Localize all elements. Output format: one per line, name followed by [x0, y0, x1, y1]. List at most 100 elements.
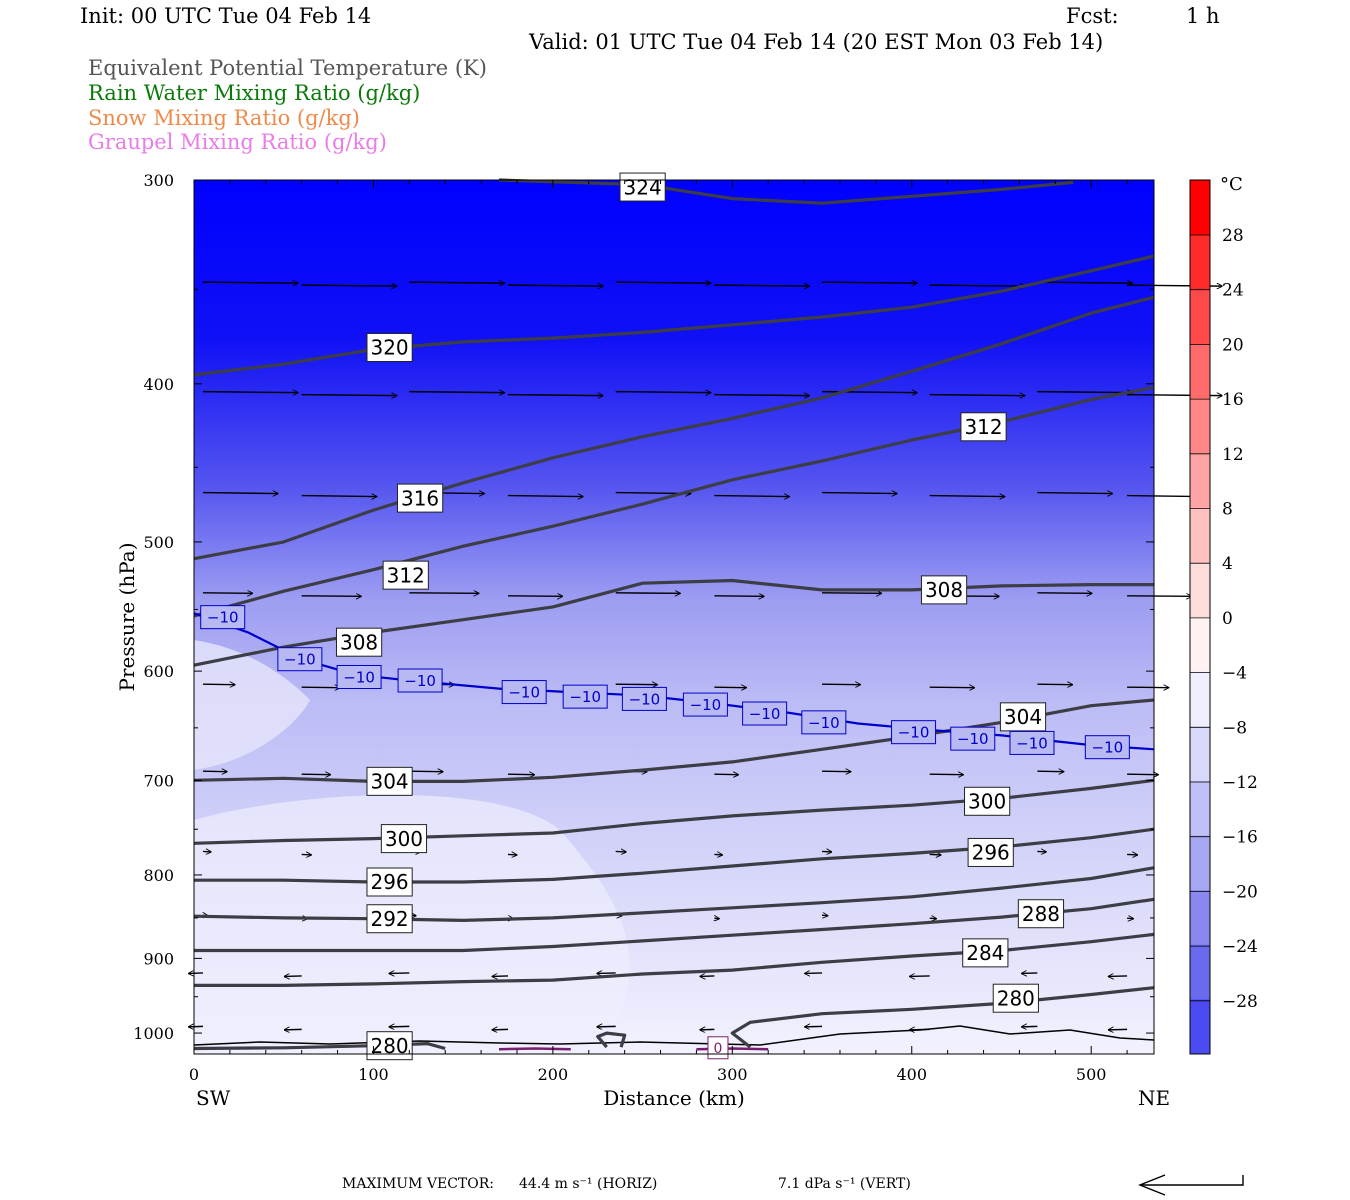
warm-pocket-shading — [194, 640, 310, 770]
wind-vector — [409, 282, 504, 283]
theta-e-label-284-text: 284 — [966, 941, 1004, 965]
x-tick-label: 100 — [358, 1065, 389, 1084]
theta-e-label-300-box — [380, 824, 428, 854]
wind-vector — [714, 285, 809, 286]
wind-vector — [929, 496, 1005, 497]
wind-vector — [929, 854, 941, 855]
wind-vector — [615, 593, 680, 594]
theta-e-label-308-text: 308 — [340, 630, 378, 654]
wind-vector — [700, 1029, 715, 1030]
colorbar-bin — [1190, 999, 1210, 1055]
theta-e-label-304-text: 304 — [370, 770, 408, 794]
theta-e-label-308-text: 308 — [925, 578, 963, 602]
wind-vector — [714, 596, 764, 597]
wind-vector — [409, 392, 504, 393]
wind-vector — [822, 771, 851, 772]
wind-vector — [615, 392, 711, 393]
wind-vector — [202, 282, 298, 283]
isotherm-label-box — [562, 684, 608, 709]
wind-vector — [714, 854, 722, 855]
wind-vector — [615, 851, 626, 852]
theta-e-label-304: 304 — [999, 702, 1047, 732]
colorbar-label: −20 — [1222, 882, 1258, 902]
wind-vector — [1127, 854, 1137, 855]
isotherm-label-box — [1084, 735, 1130, 760]
y-tick-label: 600 — [143, 662, 174, 681]
theta-e-contour-280 — [730, 986, 1155, 1049]
colorbar-bin — [1190, 562, 1210, 618]
isotherm-label-box — [950, 726, 996, 751]
wind-vector — [1022, 1026, 1038, 1027]
isotherm-label-box — [336, 664, 382, 689]
isotherm-label: −10 — [742, 701, 788, 726]
y-tick-label: 500 — [143, 533, 174, 552]
isotherm-label-text: −10 — [569, 688, 601, 706]
wind-vector — [508, 285, 603, 286]
y-tick-label: 1000 — [133, 1024, 174, 1043]
isotherm-label: −10 — [1084, 735, 1130, 760]
wind-vector — [714, 496, 789, 497]
colorbar-bin — [1190, 343, 1210, 399]
plot-frame — [193, 179, 1155, 1055]
y-tick-label: 900 — [143, 949, 174, 968]
wind-vector — [301, 774, 331, 775]
isotherm-label: −10 — [621, 686, 667, 711]
isotherm-label: −10 — [950, 726, 996, 751]
legend-snow: Snow Mixing Ratio (g/kg) — [88, 106, 360, 130]
theta-e-contour-284 — [194, 932, 1155, 987]
colorbar-label: 8 — [1222, 500, 1233, 520]
theta-e-label-284-box — [962, 938, 1009, 968]
isotherm-label-text: −10 — [898, 724, 930, 742]
theta-e-contour-312 — [193, 385, 1155, 618]
graupel-label-text: 0 — [714, 1041, 723, 1057]
wind-vector — [189, 973, 203, 974]
theta-e-label-300-text: 300 — [968, 789, 1006, 813]
x-axis-ne-label: NE — [1138, 1086, 1170, 1110]
wind-vector — [389, 1026, 410, 1027]
theta-e-label-300-text: 300 — [385, 827, 423, 851]
theta-e-contour-280 — [596, 1031, 627, 1049]
isotherm-label-box — [891, 720, 937, 745]
wind-vector — [202, 493, 278, 494]
terrain-line — [193, 1025, 1155, 1046]
y-tick-label: 700 — [143, 771, 174, 790]
wind-vector — [929, 285, 1025, 286]
theta-e-label-300: 300 — [964, 786, 1011, 816]
wind-vector — [714, 918, 719, 919]
isotherm-label-box — [682, 692, 728, 717]
x-tick-label: 400 — [896, 1065, 927, 1084]
colorbar-bin — [1190, 507, 1210, 563]
colorbar-label: −16 — [1222, 828, 1258, 848]
wind-vector — [507, 854, 517, 855]
wind-vector — [714, 395, 809, 396]
wind-vector — [1037, 851, 1046, 852]
colorbar-bin — [1190, 398, 1210, 454]
isotherm-label-text: −10 — [404, 672, 436, 690]
theta-e-label-304-box — [999, 702, 1047, 732]
theta-e-label-308: 308 — [335, 627, 383, 657]
isotherm-label: −10 — [891, 720, 937, 745]
wind-vector — [1127, 774, 1158, 775]
wind-vector — [929, 918, 937, 919]
theta-e-label-320: 320 — [366, 332, 413, 362]
theta-e-contour-288 — [194, 897, 1155, 953]
theta-e-contour-316 — [193, 295, 1155, 561]
wind-vector — [910, 976, 930, 977]
wind-vector — [301, 496, 377, 497]
colorbar-bin — [1190, 453, 1210, 509]
theta-e-contour-300 — [193, 778, 1155, 845]
theta-e-label-300-box — [964, 786, 1011, 816]
wind-vector — [301, 285, 397, 286]
colorbar-bin — [1190, 780, 1210, 836]
isotherm-label-box — [801, 710, 847, 735]
legend-theta-e: Equivalent Potential Temperature (K) — [88, 56, 487, 80]
isotherm-label-text: −10 — [690, 696, 722, 714]
max-vector-title: MAXIMUM VECTOR: — [342, 1176, 494, 1192]
wind-vector — [1022, 973, 1038, 974]
theta-e-label-300: 300 — [380, 824, 428, 854]
forecast-hour: 1 h — [1186, 4, 1220, 28]
isotherm-label-text: −10 — [207, 609, 239, 627]
wind-vector — [508, 395, 603, 396]
colorbar-label: −4 — [1222, 664, 1247, 684]
